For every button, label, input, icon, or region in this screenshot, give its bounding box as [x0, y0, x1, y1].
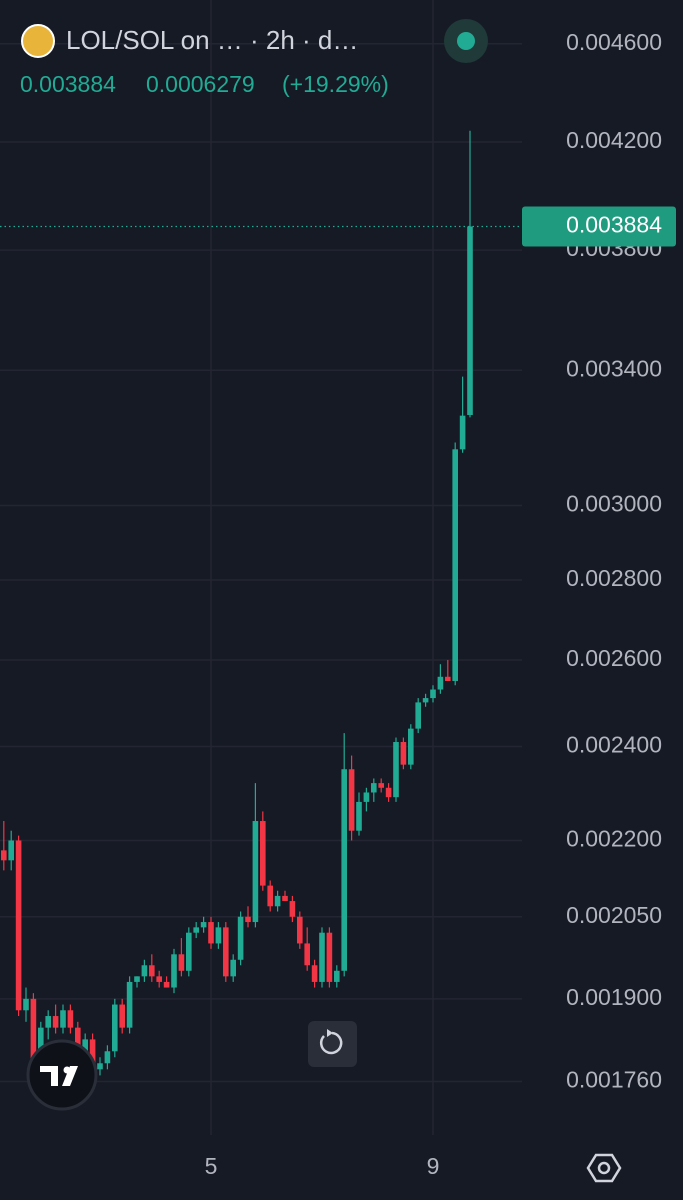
candle-body — [134, 976, 140, 982]
y-tick-label: 0.002600 — [566, 645, 662, 671]
candle-body — [178, 954, 185, 971]
y-tick-label: 0.002050 — [566, 902, 662, 928]
candle-body — [141, 965, 148, 977]
candle-body — [282, 895, 288, 902]
candle-body — [208, 922, 214, 944]
y-tick-label: 0.002800 — [566, 565, 662, 591]
candle-body — [60, 1010, 66, 1028]
candle-body — [297, 916, 303, 944]
candle-body — [422, 698, 429, 703]
candle-body — [45, 1016, 51, 1028]
candle-body — [67, 1010, 74, 1028]
overlay: 0.0046000.0042000.0038000.0034000.003000… — [0, 29, 676, 1179]
y-tick-label: 0.002400 — [566, 732, 662, 758]
candle-body — [163, 981, 170, 988]
x-tick-label: 9 — [427, 1153, 440, 1179]
candle-body — [311, 965, 318, 982]
candle-body — [200, 922, 207, 928]
candle-body — [230, 959, 236, 977]
candle-body — [104, 1051, 111, 1064]
candle-body — [415, 702, 421, 729]
candle-body — [1, 850, 7, 861]
candle-body — [445, 676, 451, 682]
reset-arrow — [327, 1029, 333, 1037]
candle-body — [289, 901, 296, 917]
last-price-tag — [522, 206, 676, 247]
candle-body — [371, 783, 377, 793]
y-tick-label: 0.003400 — [566, 355, 662, 381]
symbol-title[interactable]: LOL/SOL on … · 2h · d… — [66, 25, 358, 55]
candle-body — [356, 801, 362, 831]
change-pct: (+19.29%) — [282, 71, 389, 97]
reset-icon — [319, 1031, 343, 1055]
candle-body — [89, 1039, 96, 1070]
candle-body — [378, 783, 384, 788]
status-dot[interactable] — [457, 32, 475, 50]
settings-button[interactable] — [586, 1153, 622, 1183]
candle-body — [223, 927, 229, 977]
tv-logo[interactable] — [26, 1039, 98, 1111]
y-tick-label: 0.004600 — [566, 29, 662, 55]
tv-logo-dot — [63, 1066, 71, 1074]
candle-body — [252, 821, 259, 923]
candle-body — [319, 932, 325, 982]
candle-body — [400, 742, 407, 765]
x-tick-label: 5 — [205, 1153, 218, 1179]
candle-body — [97, 1063, 103, 1070]
candle-body — [385, 787, 392, 798]
candle-body — [274, 895, 281, 907]
last-price: 0.003884 — [20, 71, 116, 97]
candle-body — [149, 965, 155, 977]
y-tick-label: 0.004200 — [566, 127, 662, 153]
candle-body — [260, 821, 266, 886]
candle-body — [467, 226, 473, 416]
candle-body — [119, 1004, 125, 1028]
candle-body — [326, 932, 333, 982]
y-tick-label: 0.001900 — [566, 984, 662, 1010]
candle-body — [52, 1016, 59, 1028]
candle-body — [30, 998, 37, 1070]
candle-body — [452, 449, 458, 682]
candle-body — [304, 943, 310, 966]
candle-body — [245, 916, 251, 923]
candle-body — [408, 728, 414, 765]
last-price-tag-label: 0.003884 — [566, 212, 662, 238]
candle-body — [430, 689, 436, 699]
y-tick-label: 0.003000 — [566, 491, 662, 517]
reset-button[interactable] — [308, 1021, 357, 1067]
candle-body — [237, 916, 244, 960]
candle-body — [23, 998, 29, 1011]
settings-icon — [597, 1161, 611, 1175]
candle-body — [186, 932, 192, 971]
candle-body — [15, 840, 22, 1011]
candle-body — [459, 415, 466, 450]
candle-body — [156, 976, 162, 982]
candle-body — [75, 1027, 81, 1052]
candle-body — [193, 927, 199, 933]
candle-body — [126, 981, 133, 1028]
candle-body — [171, 954, 177, 988]
candle-body — [341, 769, 347, 971]
y-tick-label: 0.001760 — [566, 1067, 662, 1093]
candle-body — [8, 840, 14, 861]
candle-body — [393, 742, 399, 798]
token-icon — [21, 24, 55, 58]
y-tick-label: 0.002200 — [566, 826, 662, 852]
candle-body — [348, 769, 355, 831]
candle-body — [112, 1004, 118, 1052]
candle-body — [363, 792, 370, 802]
candle-body — [334, 970, 340, 982]
candle-body — [437, 676, 444, 690]
candle-body — [267, 885, 273, 907]
candle-body — [215, 927, 222, 944]
candle-body — [82, 1039, 88, 1052]
change: 0.0006279 — [146, 71, 255, 97]
